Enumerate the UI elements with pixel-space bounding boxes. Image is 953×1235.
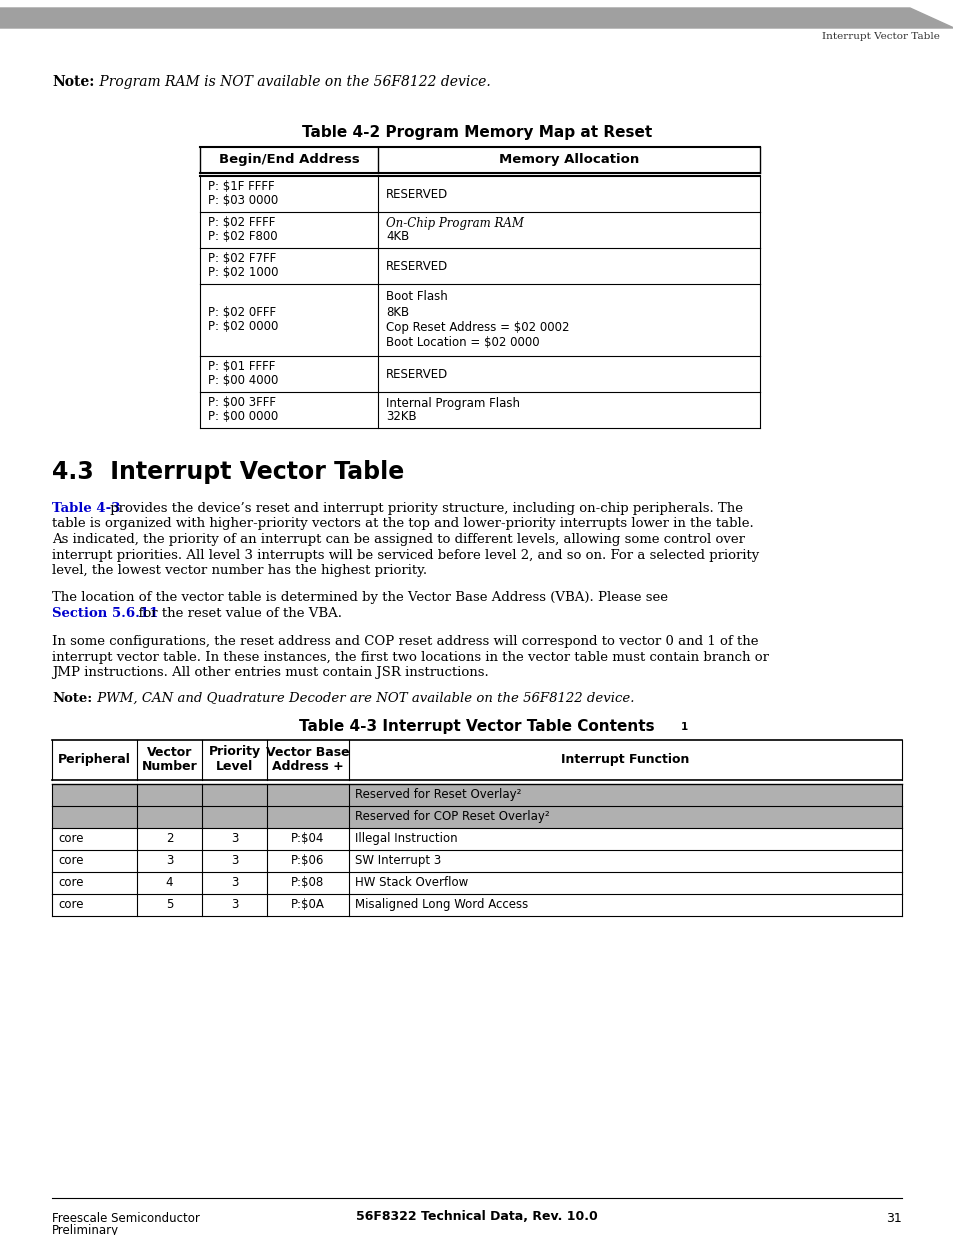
Text: 3: 3 bbox=[231, 876, 238, 889]
Text: In some configurations, the reset address and COP reset address will correspond : In some configurations, the reset addres… bbox=[52, 635, 758, 648]
Text: P: $02 F800: P: $02 F800 bbox=[208, 231, 277, 243]
Text: P: $00 4000: P: $00 4000 bbox=[208, 374, 278, 388]
Text: Table 4-2 Program Memory Map at Reset: Table 4-2 Program Memory Map at Reset bbox=[301, 125, 652, 140]
Text: P:$0A: P:$0A bbox=[291, 898, 325, 911]
Text: P: $02 0FFF: P: $02 0FFF bbox=[208, 306, 275, 320]
Text: P: $00 0000: P: $00 0000 bbox=[208, 410, 278, 424]
Text: 3: 3 bbox=[166, 853, 173, 867]
Text: Reserved for Reset Overlay²: Reserved for Reset Overlay² bbox=[355, 788, 521, 802]
Text: core: core bbox=[58, 853, 84, 867]
Text: P: $01 FFFF: P: $01 FFFF bbox=[208, 361, 275, 373]
Text: Cop Reset Address = $02 0002: Cop Reset Address = $02 0002 bbox=[386, 321, 569, 335]
Bar bbox=[52, 783, 901, 805]
Text: core: core bbox=[58, 876, 84, 889]
Text: The location of the vector table is determined by the Vector Base Address (VBA).: The location of the vector table is dete… bbox=[52, 592, 667, 604]
Text: Note:: Note: bbox=[52, 692, 92, 704]
Bar bbox=[52, 805, 901, 827]
Text: 3: 3 bbox=[231, 898, 238, 911]
Text: On-Chip Program RAM: On-Chip Program RAM bbox=[386, 216, 523, 230]
Text: P: $02 1000: P: $02 1000 bbox=[208, 267, 278, 279]
Text: Interrupt Vector Table: Interrupt Vector Table bbox=[821, 32, 939, 41]
Text: provides the device’s reset and interrupt priority structure, including on-chip : provides the device’s reset and interrup… bbox=[106, 501, 742, 515]
Text: P: $02 F7FF: P: $02 F7FF bbox=[208, 252, 276, 266]
Text: Boot Location = $02 0000: Boot Location = $02 0000 bbox=[386, 336, 539, 350]
Text: 56F8322 Technical Data, Rev. 10.0: 56F8322 Technical Data, Rev. 10.0 bbox=[355, 1210, 598, 1223]
Text: Vector
Number: Vector Number bbox=[141, 746, 197, 773]
Text: PWM, CAN and Quadrature Decoder are NOT available on the 56F8122 device.: PWM, CAN and Quadrature Decoder are NOT … bbox=[92, 692, 634, 704]
Text: RESERVED: RESERVED bbox=[386, 259, 448, 273]
Text: 4.3  Interrupt Vector Table: 4.3 Interrupt Vector Table bbox=[52, 459, 404, 484]
Text: 1: 1 bbox=[680, 721, 687, 731]
Text: 3: 3 bbox=[231, 853, 238, 867]
Text: 32KB: 32KB bbox=[386, 410, 416, 424]
Text: Note:: Note: bbox=[52, 75, 94, 89]
Text: 3: 3 bbox=[231, 832, 238, 845]
Text: SW Interrupt 3: SW Interrupt 3 bbox=[355, 853, 441, 867]
Text: Peripheral: Peripheral bbox=[58, 753, 131, 766]
Text: As indicated, the priority of an interrupt can be assigned to different levels, : As indicated, the priority of an interru… bbox=[52, 534, 744, 546]
Text: Table 4-3 Interrupt Vector Table Contents: Table 4-3 Interrupt Vector Table Content… bbox=[299, 720, 654, 735]
Text: Misaligned Long Word Access: Misaligned Long Word Access bbox=[355, 898, 528, 911]
Text: P:$08: P:$08 bbox=[291, 876, 324, 889]
Text: Boot Flash: Boot Flash bbox=[386, 289, 447, 303]
Text: 2: 2 bbox=[166, 832, 173, 845]
Text: P: $1F FFFF: P: $1F FFFF bbox=[208, 180, 274, 194]
Text: Program RAM is NOT available on the 56F8122 device.: Program RAM is NOT available on the 56F8… bbox=[95, 75, 490, 89]
Text: level, the lowest vector number has the highest priority.: level, the lowest vector number has the … bbox=[52, 564, 427, 577]
Text: 31: 31 bbox=[885, 1212, 901, 1225]
Text: Preliminary: Preliminary bbox=[52, 1224, 119, 1235]
Text: Reserved for COP Reset Overlay²: Reserved for COP Reset Overlay² bbox=[355, 810, 549, 823]
Text: 4: 4 bbox=[166, 876, 173, 889]
Text: P: $03 0000: P: $03 0000 bbox=[208, 194, 278, 207]
Text: 4KB: 4KB bbox=[386, 231, 409, 243]
Text: P:$06: P:$06 bbox=[291, 853, 324, 867]
Text: Table 4-3: Table 4-3 bbox=[52, 501, 120, 515]
Text: table is organized with higher-priority vectors at the top and lower-priority in: table is organized with higher-priority … bbox=[52, 517, 753, 531]
Text: Section 5.6.11: Section 5.6.11 bbox=[52, 606, 158, 620]
Text: RESERVED: RESERVED bbox=[386, 368, 448, 380]
Text: Priority
Level: Priority Level bbox=[208, 746, 260, 773]
Polygon shape bbox=[0, 7, 953, 28]
Text: Memory Allocation: Memory Allocation bbox=[498, 153, 639, 167]
Text: for the reset value of the VBA.: for the reset value of the VBA. bbox=[130, 606, 341, 620]
Text: P: $00 3FFF: P: $00 3FFF bbox=[208, 396, 275, 410]
Text: RESERVED: RESERVED bbox=[386, 188, 448, 200]
Text: HW Stack Overflow: HW Stack Overflow bbox=[355, 876, 468, 889]
Text: core: core bbox=[58, 832, 84, 845]
Text: interrupt vector table. In these instances, the first two locations in the vecto: interrupt vector table. In these instanc… bbox=[52, 651, 768, 663]
Text: P:$04: P:$04 bbox=[291, 832, 324, 845]
Text: core: core bbox=[58, 898, 84, 911]
Text: Freescale Semiconductor: Freescale Semiconductor bbox=[52, 1212, 200, 1225]
Text: P: $02 FFFF: P: $02 FFFF bbox=[208, 216, 275, 230]
Text: JMP instructions. All other entries must contain JSR instructions.: JMP instructions. All other entries must… bbox=[52, 666, 488, 679]
Text: 8KB: 8KB bbox=[386, 305, 409, 319]
Text: 5: 5 bbox=[166, 898, 173, 911]
Text: Internal Program Flash: Internal Program Flash bbox=[386, 396, 519, 410]
Text: P: $02 0000: P: $02 0000 bbox=[208, 321, 278, 333]
Text: Begin/End Address: Begin/End Address bbox=[218, 153, 359, 167]
Text: Interrupt Function: Interrupt Function bbox=[560, 753, 689, 766]
Text: Illegal Instruction: Illegal Instruction bbox=[355, 832, 457, 845]
Text: Vector Base
Address +: Vector Base Address + bbox=[266, 746, 350, 773]
Text: interrupt priorities. All level 3 interrupts will be serviced before level 2, an: interrupt priorities. All level 3 interr… bbox=[52, 548, 759, 562]
